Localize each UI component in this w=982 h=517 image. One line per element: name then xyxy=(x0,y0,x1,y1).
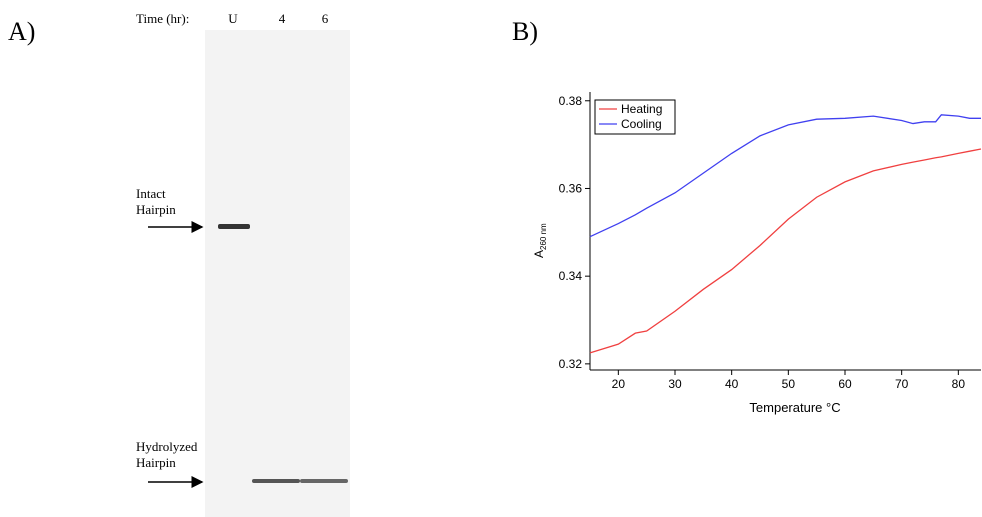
x-tick-label: 40 xyxy=(725,377,739,391)
lane-header: Time (hr): xyxy=(136,11,189,26)
x-tick-label: 70 xyxy=(895,377,909,391)
x-tick-label: 20 xyxy=(612,377,626,391)
lane-label: 6 xyxy=(322,11,329,26)
gel xyxy=(205,30,350,517)
lane-label: U xyxy=(228,11,238,26)
gel-band xyxy=(252,479,300,483)
lane-label: 4 xyxy=(279,11,286,26)
y-axis-label: A260 nm xyxy=(532,223,548,258)
x-tick-label: 50 xyxy=(782,377,796,391)
x-tick-label: 80 xyxy=(952,377,966,391)
band-label: Intact Hairpin xyxy=(136,186,196,218)
figure: A) Time (hr): U 4 6 Intact Hairpin Hydro… xyxy=(0,0,982,517)
gel-band xyxy=(300,479,348,483)
y-tick-label: 0.36 xyxy=(559,181,583,195)
band-label: Hydrolyzed Hairpin xyxy=(136,439,206,471)
y-axis-label-sub: 260 nm xyxy=(539,223,548,250)
y-tick-label: 0.32 xyxy=(559,357,583,371)
x-tick-label: 60 xyxy=(838,377,852,391)
panel-label: B) xyxy=(512,17,538,46)
x-axis-label: Temperature °C xyxy=(749,400,840,415)
legend-label: Heating xyxy=(621,102,662,116)
x-tick-label: 30 xyxy=(668,377,682,391)
y-tick-label: 0.34 xyxy=(559,269,583,283)
y-tick-label: 0.38 xyxy=(559,94,583,108)
y-axis-label-main: A xyxy=(532,250,546,258)
panel-label: A) xyxy=(8,17,35,46)
band-label-box: Intact Hairpin xyxy=(136,186,206,226)
legend-label: Cooling xyxy=(621,117,662,131)
gel-band xyxy=(218,224,250,229)
line-series xyxy=(590,149,981,353)
band-label-box: Hydrolyzed Hairpin xyxy=(136,439,216,479)
